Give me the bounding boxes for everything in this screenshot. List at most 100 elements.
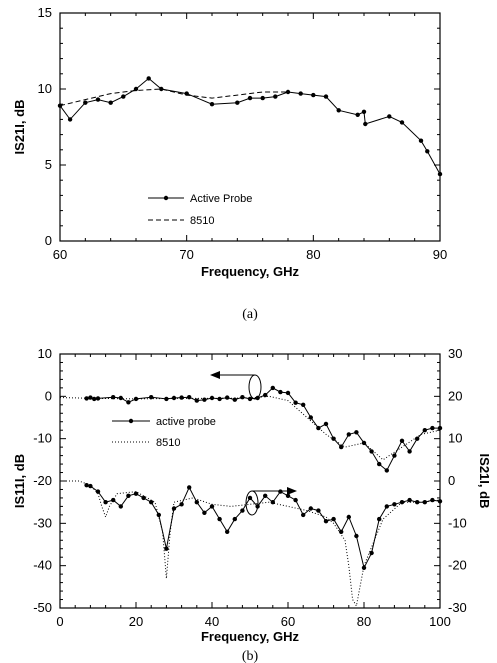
chart-a-series-0-point <box>387 114 392 119</box>
x-tick-label: 100 <box>429 614 451 629</box>
chart-a-series-0-point <box>363 121 368 127</box>
chart-b-series-2-point <box>323 519 329 524</box>
chart-b-series-2-point <box>217 516 222 522</box>
y-axis-label-b-left: IS11I, dB <box>12 454 27 508</box>
chart-b-series-2-point <box>415 500 420 505</box>
plot-frame-a <box>59 12 441 242</box>
chart-b-series-0-point <box>179 395 184 400</box>
chart-b-series-2-point <box>316 508 321 513</box>
chart-b-series-0-point <box>293 400 298 405</box>
chart-b-series-0-point <box>430 425 435 431</box>
chart-a-series-0-point <box>260 95 265 101</box>
chart-a-series-0-point <box>425 149 430 154</box>
chart-a-series-0-point <box>323 94 329 99</box>
chart-b-series-2-point <box>422 500 427 505</box>
x-axis-label-a: Frequency, GHz <box>201 264 300 279</box>
y-right-tick-label: 30 <box>448 346 462 361</box>
chart-b-series-2-point <box>156 512 161 518</box>
chart-b-series-0-point <box>88 395 93 400</box>
legend-b-active-probe-label: active probe <box>156 416 216 428</box>
chart-b-series-0-point <box>95 396 101 401</box>
chart-b-series-2-point <box>240 508 245 513</box>
chart-b-series-2-point <box>202 510 207 515</box>
chart-b-series-0-point <box>407 449 412 454</box>
chart-b-series-2-point <box>369 550 374 556</box>
chart-b-series-2-point <box>407 497 412 503</box>
chart-b-series-0-point <box>240 395 245 400</box>
right-axis-indicator <box>245 487 297 516</box>
chart-a-series-0-point <box>247 95 253 101</box>
chart-b-series-0-point <box>232 397 237 402</box>
chart-b-series-0-point <box>331 436 336 441</box>
chart-b-series-0-point <box>225 395 230 400</box>
chart-b-series-2-point <box>301 512 306 518</box>
x-tick-label: 20 <box>129 614 143 629</box>
chart-a-series-0-point <box>235 100 240 105</box>
chart-b-series-2-point <box>164 546 169 551</box>
chart-b-series-2-point <box>232 516 237 522</box>
chart-b-series-2-point <box>384 504 389 509</box>
chart-b-series-0-point <box>285 390 291 396</box>
chart-b-series-2-point <box>118 504 124 509</box>
chart-b-series-0-line <box>86 387 440 472</box>
chart-a-series-0-point <box>355 112 360 118</box>
y-right-tick-label: -20 <box>448 558 467 573</box>
y-tick-label: -40 <box>33 558 52 573</box>
left-axis-indicator-ellipse <box>248 374 262 400</box>
chart-b-series-2-line <box>86 484 441 570</box>
chart-b-series-0-point <box>308 415 313 420</box>
x-tick-label: 80 <box>357 614 371 629</box>
chart-b-series-0-point <box>384 468 389 473</box>
chart-b-series-0-point <box>270 385 275 391</box>
chart-b-series-2-point <box>126 493 131 498</box>
chart-b-series-0-point <box>126 400 131 405</box>
x-tick-label: 60 <box>281 614 295 629</box>
chart-b-series-2-point <box>392 502 397 507</box>
y-tick-label: 0 <box>45 233 52 248</box>
chart-a-series-0-point <box>336 108 341 113</box>
chart-b-series-0-point <box>369 449 374 454</box>
chart-b-series-0-point <box>202 397 207 402</box>
chart-b-series-2-point <box>209 504 215 509</box>
y-right-tick-label: 0 <box>448 473 455 488</box>
chart-a-series-0-point <box>121 94 126 99</box>
chart-a-series-0-point <box>95 97 101 102</box>
chart-b-series-2-point <box>187 485 192 490</box>
chart-b-series-2-point <box>133 491 139 496</box>
chart-b-series-0-point <box>339 444 344 450</box>
chart-b-series-2-point <box>141 495 146 501</box>
x-tick-label: 40 <box>205 614 219 629</box>
legend-a-active-probe-label: Active Probe <box>190 193 252 205</box>
chart-b-series-0-point <box>92 396 97 402</box>
chart-a-series-0-line <box>59 77 441 175</box>
chart-b-series-0-point <box>415 436 420 441</box>
chart-b-series-0-point <box>278 389 283 395</box>
legend-b-active-probe-marker <box>128 418 134 424</box>
chart-a-series-0-point <box>437 171 443 177</box>
y-tick-label: 0 <box>45 388 52 403</box>
x-tick-label: 0 <box>56 614 63 629</box>
chart-b-series-2-point <box>103 500 108 505</box>
chart-b-series-0-point <box>209 395 215 401</box>
y-tick-label: 5 <box>45 157 52 172</box>
y-tick-label: -20 <box>33 473 52 488</box>
chart-b-series-2-point <box>111 497 116 503</box>
x-tick-label: 60 <box>53 247 67 262</box>
chart-a-series-0-point <box>285 89 291 95</box>
chart-b-series-2-point <box>247 495 253 501</box>
chart-b-series-0-point <box>194 398 199 403</box>
chart-a-series-0-point <box>83 100 88 105</box>
chart-b-series-0-point <box>149 395 154 400</box>
right-axis-indicator-ellipse <box>245 490 259 516</box>
chart-b-series-2-point <box>377 516 382 522</box>
chart-a-series-1-line <box>59 88 288 107</box>
chart-a-series-0-point <box>298 91 303 96</box>
chart-b-series-0-point <box>118 395 124 401</box>
x-tick-label: 80 <box>306 247 320 262</box>
chart-a-series-0-point <box>184 91 189 96</box>
y-right-tick-label: -30 <box>448 600 467 615</box>
chart-b-series-2-point <box>430 497 435 503</box>
chart-b-series-2-point <box>354 533 359 539</box>
chart-b-series-0-point <box>422 428 427 433</box>
chart-b-series-0-point <box>263 392 268 398</box>
